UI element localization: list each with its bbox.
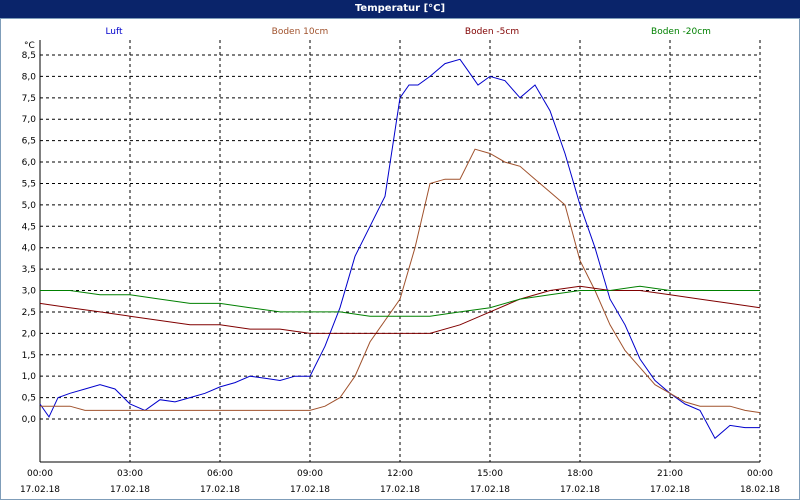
legend-entry-1: Luft (105, 27, 123, 37)
y-tick-label: 2,0 (22, 329, 37, 339)
y-tick-label: 4,0 (22, 244, 37, 254)
series-line-1 (39, 58, 760, 440)
y-tick-label: 8,0 (22, 72, 37, 82)
y-tick-label: 7,5 (22, 94, 36, 104)
y-tick-label: 1,5 (22, 351, 36, 361)
x-tick-date: 17.02.18 (650, 485, 690, 495)
y-tick-label: 7,0 (22, 115, 37, 125)
y-tick-label: 8,5 (22, 51, 36, 61)
x-tick-date: 17.02.18 (200, 485, 240, 495)
x-tick-date: 17.02.18 (110, 485, 150, 495)
window-title: Temperatur [°C] (0, 0, 800, 18)
series-line-2 (40, 148, 761, 414)
y-tick-label: 5,5 (22, 179, 36, 189)
x-tick-time: 00:00 (27, 469, 53, 479)
y-tick-label: 1,0 (22, 372, 37, 382)
legend-entry-2: Boden 10cm (272, 27, 329, 37)
x-tick-date: 18.02.18 (740, 485, 780, 495)
y-tick-label: 6,0 (22, 158, 37, 168)
x-tick-date: 17.02.18 (290, 485, 330, 495)
x-tick-time: 09:00 (297, 469, 323, 479)
y-tick-label: 3,0 (22, 287, 37, 297)
y-tick-label: 0,0 (22, 415, 37, 425)
y-tick-label: 6,5 (22, 137, 36, 147)
x-tick-date: 17.02.18 (20, 485, 60, 495)
x-tick-time: 06:00 (207, 469, 233, 479)
legend-entry-4: Boden -20cm (651, 27, 711, 37)
x-tick-time: 15:00 (477, 469, 503, 479)
x-tick-date: 17.02.18 (470, 485, 510, 495)
x-tick-time: 12:00 (387, 469, 413, 479)
y-tick-label: 4,5 (22, 222, 36, 232)
x-tick-time: 18:00 (567, 469, 593, 479)
y-tick-label: 5,0 (22, 201, 37, 211)
legend-entry-3: Boden -5cm (465, 27, 519, 37)
x-tick-time: 03:00 (117, 469, 143, 479)
x-tick-date: 17.02.18 (380, 485, 420, 495)
x-tick-time: 00:00 (747, 469, 773, 479)
y-tick-label: 3,5 (22, 265, 36, 275)
y-axis-label: °C (24, 41, 35, 51)
y-tick-label: 2,5 (22, 308, 36, 318)
series-line-3 (39, 285, 761, 334)
y-tick-label: 0,5 (22, 394, 36, 404)
x-tick-date: 17.02.18 (560, 485, 600, 495)
x-tick-time: 21:00 (657, 469, 683, 479)
series-line-4 (40, 285, 760, 317)
